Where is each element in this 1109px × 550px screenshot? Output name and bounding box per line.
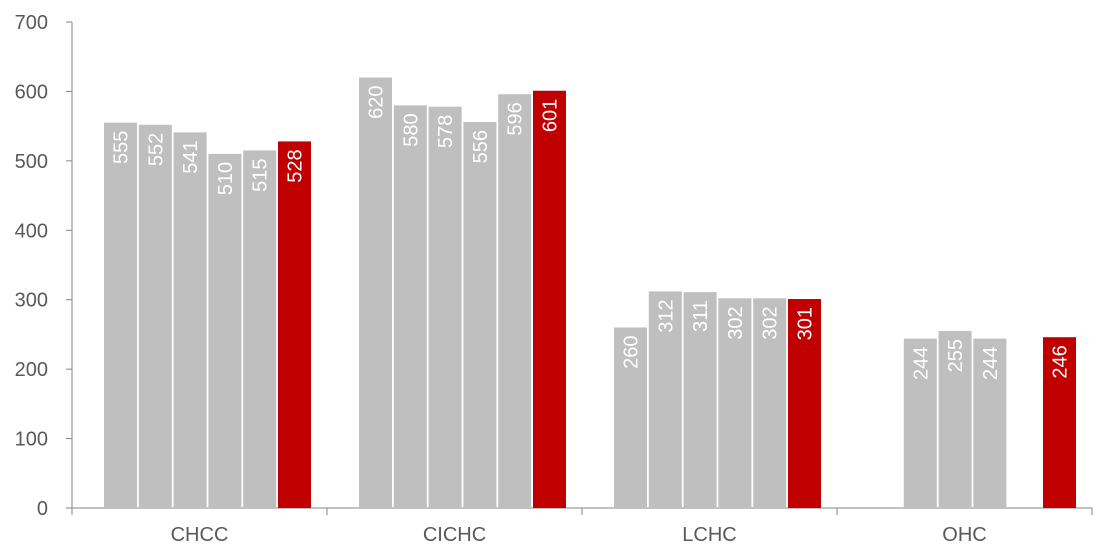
data-label: 556	[470, 130, 492, 163]
data-label: 312	[655, 299, 677, 332]
bar	[104, 122, 137, 509]
data-label: 515	[250, 158, 272, 191]
data-label: 552	[145, 133, 167, 166]
data-label: 596	[505, 102, 527, 135]
bar	[753, 298, 787, 508]
bar	[463, 121, 497, 508]
bar	[173, 132, 207, 509]
x-category-label: CICHC	[423, 524, 486, 546]
bar	[1043, 337, 1076, 508]
bar	[243, 150, 277, 508]
data-label: 255	[945, 339, 967, 372]
bar	[718, 298, 752, 508]
y-tick-label: 300	[15, 290, 48, 312]
x-category-label: CHCC	[171, 524, 229, 546]
bar	[393, 105, 427, 509]
data-label: 541	[180, 140, 202, 173]
bar	[788, 299, 821, 508]
x-category-label: OHC	[942, 524, 986, 546]
y-tick-label: 500	[15, 151, 48, 173]
y-tick-label: 100	[15, 429, 48, 451]
bar	[278, 141, 311, 508]
data-label: 244	[980, 347, 1002, 380]
y-tick-label: 600	[15, 81, 48, 103]
data-label: 528	[285, 149, 307, 182]
bar	[533, 90, 566, 508]
bar	[138, 124, 172, 509]
data-label: 260	[621, 335, 643, 368]
bar	[208, 153, 242, 508]
data-label: 555	[111, 131, 133, 164]
data-label: 578	[435, 115, 457, 148]
y-tick-label: 0	[37, 498, 48, 520]
bar	[614, 327, 647, 508]
bar	[359, 77, 392, 509]
data-label: 244	[910, 347, 932, 380]
data-label: 301	[795, 307, 817, 340]
bar	[938, 330, 972, 508]
bar	[973, 338, 1007, 508]
bar	[428, 106, 462, 509]
data-label: 620	[366, 86, 388, 119]
bar	[648, 291, 682, 508]
bar	[498, 94, 532, 508]
data-label: 302	[760, 306, 782, 339]
data-label: 302	[725, 306, 747, 339]
data-label: 311	[690, 300, 712, 332]
y-tick-label: 700	[15, 12, 48, 34]
data-label: 601	[540, 99, 562, 132]
bar	[683, 292, 717, 508]
data-label: 580	[400, 113, 422, 146]
y-tick-label: 400	[15, 220, 48, 242]
y-tick-label: 200	[15, 359, 48, 381]
data-label: 510	[215, 162, 237, 195]
bar	[903, 338, 937, 508]
x-category-label: LCHC	[682, 524, 736, 546]
data-label: 246	[1050, 345, 1072, 378]
